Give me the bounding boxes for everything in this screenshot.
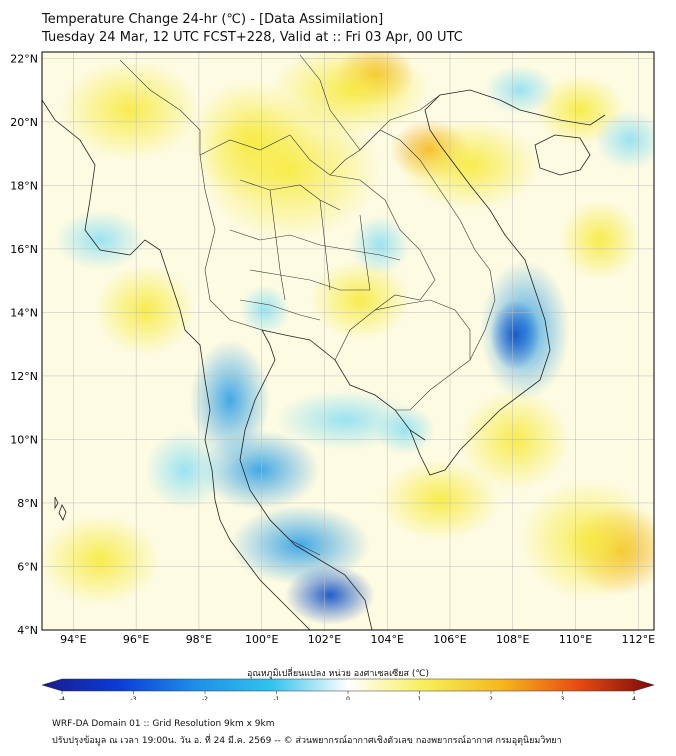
colorbar-tick-label: 4 xyxy=(632,696,636,700)
longitude-tick-label: 104°E xyxy=(371,633,404,646)
admin-borders xyxy=(119,54,496,556)
graticule xyxy=(42,52,654,630)
latitude-tick-label: 12°N xyxy=(10,370,38,383)
colorbar-tick-label: -1 xyxy=(274,696,280,700)
latitude-tick-label: 8°N xyxy=(17,497,38,510)
colorbar-tick-label: -3 xyxy=(131,696,137,700)
latitude-tick-label: 20°N xyxy=(10,116,38,129)
latitude-tick-label: 18°N xyxy=(10,179,38,192)
map-subtitle: Tuesday 24 Mar, 12 UTC FCST+228, Valid a… xyxy=(42,30,463,45)
latitude-tick-label: 22°N xyxy=(10,52,38,65)
longitude-labels: 94°E 96°E 98°E 100°E 102°E 104°E 106°E 108°E 110… xyxy=(60,633,655,646)
colorbar-tick-label: 3 xyxy=(561,696,565,700)
latitude-tick-label: 10°N xyxy=(10,433,38,446)
longitude-tick-label: 98°E xyxy=(186,633,212,646)
longitude-tick-label: 100°E xyxy=(245,633,278,646)
colorbar-tick-label: 0 xyxy=(346,696,350,700)
longitude-tick-label: 112°E xyxy=(622,633,655,646)
colorbar-ticks: -4 -3 -2 -1 0 1 2 3 4 xyxy=(59,691,636,700)
map-title: Temperature Change 24-hr (℃) - [Data Ass… xyxy=(42,12,384,27)
colorbar-tick-label: -4 xyxy=(59,696,65,700)
latitude-tick-label: 6°N xyxy=(17,560,38,573)
longitude-tick-label: 106°E xyxy=(433,633,466,646)
latitude-tick-label: 16°N xyxy=(10,243,38,256)
colorbar-tick-label: 1 xyxy=(418,696,422,700)
map-frame xyxy=(41,51,655,631)
colorbar-title: อุณหภูมิเปลี่ยนแปลง หน่วย องศาเซลเซียส (… xyxy=(246,669,430,679)
footer-credit: ปรับปรุงข้อมูล ณ เวลา 19:00น. วัน อ. ที่… xyxy=(52,736,562,746)
colorbar-bar xyxy=(41,678,655,692)
longitude-tick-label: 108°E xyxy=(496,633,529,646)
temperature-field xyxy=(42,52,654,630)
longitude-tick-label: 94°E xyxy=(60,633,86,646)
longitude-tick-label: 96°E xyxy=(123,633,149,646)
colorbar-tick-label: 2 xyxy=(489,696,493,700)
latitude-labels: 22°N 20°N 18°N 16°N 14°N 12°N 10°N 8°N 6°N 4°N xyxy=(10,52,38,637)
longitude-tick-label: 110°E xyxy=(559,633,592,646)
temperature-change-map: 22°N 20°N 18°N 16°N 14°N 12°N 10°N 8°N 6°N 4°N 94… xyxy=(10,51,655,700)
latitude-tick-label: 4°N xyxy=(17,624,38,637)
longitude-tick-label: 102°E xyxy=(308,633,341,646)
colorbar xyxy=(41,678,655,692)
footer-model-info: WRF-DA Domain 01 :: Grid Resolution 9km … xyxy=(52,719,275,729)
latitude-tick-label: 14°N xyxy=(10,306,38,319)
colorbar-tick-label: -2 xyxy=(202,696,208,700)
coastlines xyxy=(42,89,606,630)
